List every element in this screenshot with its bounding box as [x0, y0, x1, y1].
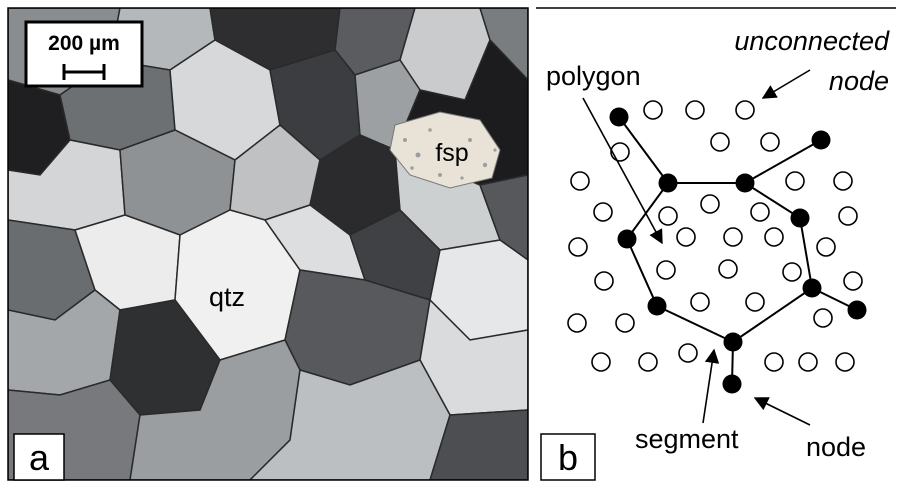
segment-line — [744, 139, 822, 184]
unconnected-node — [723, 227, 743, 247]
node — [658, 173, 678, 193]
unconnected-node — [615, 313, 635, 333]
schematic-panel: unconnected node polygon segment node b — [536, 7, 896, 481]
unconnected-node — [638, 352, 658, 372]
unconnected-node — [798, 352, 818, 372]
label-polygon: polygon — [546, 61, 641, 91]
panel-letter-b-box: b — [540, 433, 596, 481]
unconnected-node — [570, 171, 590, 191]
label-qtz: qtz — [209, 282, 245, 312]
unconnected-node — [690, 292, 710, 312]
node — [722, 374, 742, 394]
arrow-node — [753, 397, 811, 426]
node — [647, 296, 667, 316]
node — [723, 332, 743, 352]
unconnected-node — [833, 171, 853, 191]
unconnected-node — [676, 227, 696, 247]
unconnected-node — [843, 271, 863, 291]
scale-bar: 200 µm — [24, 20, 144, 88]
node — [735, 173, 755, 193]
unconnected-node — [782, 262, 802, 282]
unconnected-node — [750, 202, 770, 222]
label-unconnected: unconnected — [734, 26, 890, 56]
unconnected-node — [700, 194, 720, 214]
unconnected-node — [764, 352, 784, 372]
scale-bar-label: 200 µm — [48, 32, 120, 55]
unconnected-node — [567, 313, 587, 333]
unconnected-nodes — [567, 100, 863, 372]
connected-nodes — [609, 107, 867, 394]
node — [802, 278, 822, 298]
unconnected-node — [718, 259, 738, 279]
unconnected-node — [568, 237, 588, 257]
unconnected-node — [610, 142, 630, 162]
unconnected-node — [785, 171, 805, 191]
unconnected-node — [764, 227, 784, 247]
unconnected-node — [760, 132, 780, 152]
unconnected-node — [835, 352, 855, 372]
unconnected-node — [656, 260, 676, 280]
arrow-segment — [702, 348, 720, 424]
unconnected-node — [813, 308, 833, 328]
annotation-arrows — [582, 69, 811, 426]
node — [617, 229, 637, 249]
node — [811, 130, 831, 150]
segment-line — [618, 116, 669, 184]
unconnected-node — [591, 352, 611, 372]
label-segment: segment — [635, 424, 739, 454]
unconnected-node — [658, 206, 678, 226]
panel-letter-a-box: a — [13, 433, 65, 481]
unconnected-node — [593, 202, 613, 222]
unconnected-node — [678, 343, 698, 363]
label-unconnected-node: node — [829, 66, 889, 96]
unconnected-node — [735, 100, 755, 120]
unconnected-node — [816, 237, 836, 257]
arrow-unconnected-node — [761, 69, 811, 99]
label-fsp: fsp — [435, 139, 468, 167]
unconnected-node — [745, 292, 765, 312]
unconnected-node — [838, 206, 858, 226]
node — [790, 208, 810, 228]
panel-letter-a: a — [29, 437, 50, 478]
unconnected-node — [594, 271, 614, 291]
arrow-polygon — [582, 97, 663, 245]
polygon-outline — [625, 182, 814, 344]
unconnected-node — [710, 132, 730, 152]
node — [847, 300, 867, 320]
node — [609, 107, 629, 127]
unconnected-node — [685, 100, 705, 120]
label-node: node — [806, 432, 866, 462]
micrograph-panel: 200 µm qtz fsp a — [7, 7, 529, 481]
panel-letter-b: b — [558, 437, 578, 478]
unconnected-node — [643, 100, 663, 120]
